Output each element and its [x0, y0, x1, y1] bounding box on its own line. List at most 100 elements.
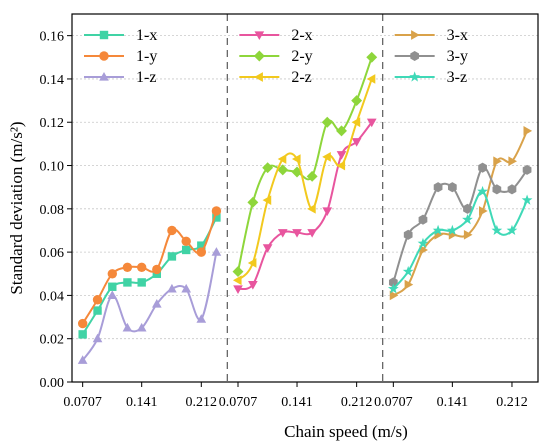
data-point: [277, 229, 288, 238]
data-point: [123, 278, 132, 287]
x-tick-label: 0.141: [281, 395, 313, 410]
y-tick-label: 0.10: [40, 160, 65, 175]
legend-marker: [410, 50, 420, 62]
data-point: [137, 278, 146, 287]
y-tick-label: 0.14: [40, 73, 65, 88]
legend-marker: [411, 30, 420, 40]
x-tick-label: 0.0707: [63, 395, 102, 410]
data-point: [247, 258, 257, 268]
data-point: [262, 244, 273, 253]
series-1-z: [77, 247, 222, 364]
legend-marker: [253, 50, 265, 62]
data-point: [478, 162, 487, 173]
data-point: [152, 264, 162, 275]
data-point: [417, 237, 429, 249]
data-point: [232, 266, 244, 278]
series-line: [237, 121, 373, 291]
data-point: [181, 283, 192, 293]
data-point: [321, 116, 333, 128]
data-point: [418, 214, 428, 225]
data-point: [232, 275, 242, 286]
data-point: [151, 299, 162, 308]
data-point: [523, 126, 533, 136]
data-point: [291, 166, 303, 178]
data-point: [77, 355, 88, 364]
data-point: [233, 285, 243, 294]
data-point: [277, 164, 289, 176]
data-point: [447, 182, 457, 193]
data-point: [107, 290, 118, 299]
data-point: [167, 252, 177, 261]
data-point: [307, 229, 317, 238]
data-point: [336, 151, 347, 160]
data-point: [508, 156, 518, 167]
data-point: [306, 170, 318, 182]
x-tick-label: 0.141: [126, 395, 158, 410]
legend-label: 2-x: [291, 27, 312, 44]
data-point: [388, 277, 398, 288]
x-tick-label: 0.0707: [219, 395, 258, 410]
data-point: [506, 224, 518, 236]
data-point: [351, 117, 361, 128]
y-tick-label: 0.06: [40, 246, 65, 261]
x-axis-title: Chain speed (m/s): [284, 422, 408, 441]
data-point: [92, 333, 103, 343]
data-point: [402, 265, 414, 277]
series-line: [392, 130, 528, 297]
data-point: [122, 322, 133, 332]
grid-lines: [72, 35, 538, 340]
data-point: [211, 247, 222, 256]
legend-label: 1-y: [136, 48, 157, 65]
data-point: [291, 154, 301, 164]
data-point: [351, 138, 362, 147]
data-point: [196, 247, 207, 257]
data-point: [403, 229, 413, 240]
data-point: [107, 269, 118, 279]
data-point: [432, 224, 444, 236]
series-line: [81, 210, 218, 325]
legend-label: 1-z: [136, 69, 156, 86]
data-point: [212, 213, 221, 222]
data-point: [336, 160, 346, 171]
legends: 1-x 1-y 1-z 2-x 2-y 2-z 3-x 3-y 3-z: [84, 27, 468, 86]
y-tick-label: 0.12: [40, 116, 65, 131]
data-point: [93, 306, 102, 315]
data-point: [292, 229, 302, 238]
data-point: [262, 195, 272, 205]
legend-marker: [409, 71, 421, 82]
legend-label: 3-y: [447, 48, 468, 65]
series-1-y: [77, 206, 222, 329]
data-point: [479, 206, 488, 216]
legend-marker: [99, 71, 109, 81]
x-tick-label: 0.141: [437, 395, 469, 410]
legend-label: 1-x: [136, 27, 157, 44]
data-point: [248, 281, 258, 290]
legend-marker: [99, 51, 109, 61]
series-line: [237, 56, 373, 272]
series-2-z: [232, 74, 376, 286]
data-point: [78, 330, 87, 339]
data-point: [322, 152, 331, 162]
data-point: [463, 229, 473, 240]
axes: 0.00 0.02 0.04 0.06 0.08 0.10 0.12 0.14 0.16 0.07…: [40, 13, 539, 410]
legend-marker: [254, 31, 265, 41]
x-tick-label: 0.212: [496, 395, 528, 410]
series-2-x: [233, 118, 377, 294]
data-point: [307, 203, 316, 214]
y-tick-label: 0.04: [40, 289, 65, 304]
panel-dividers: [226, 14, 384, 382]
data-point: [181, 245, 191, 255]
data-point: [181, 236, 191, 246]
data-point: [277, 154, 287, 164]
data-point: [366, 118, 377, 128]
data-point: [77, 318, 88, 329]
series-2-y: [232, 51, 378, 278]
data-point: [522, 164, 532, 175]
x-tick-label: 0.212: [341, 395, 373, 410]
data-point: [262, 162, 274, 174]
data-point: [446, 224, 458, 236]
series-3-y: [388, 162, 532, 288]
legend-label: 3-z: [447, 69, 467, 86]
data-point: [389, 290, 399, 301]
